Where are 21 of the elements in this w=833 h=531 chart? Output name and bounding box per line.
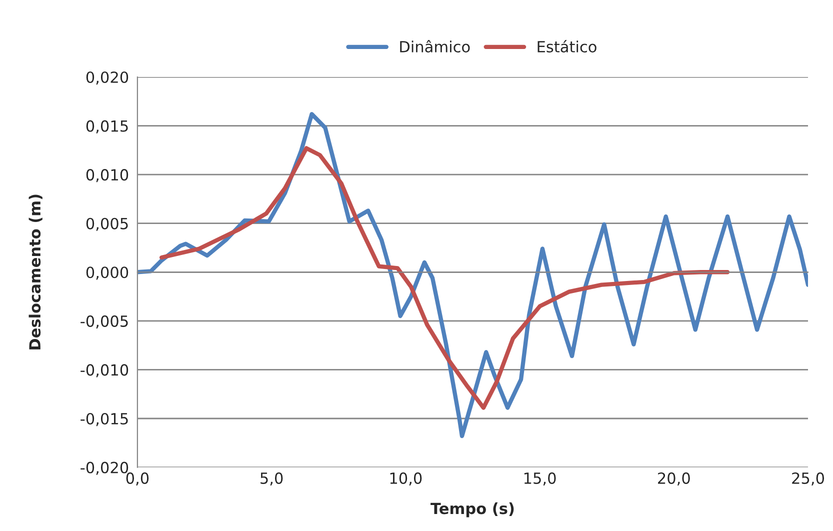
- x-tick-label: 5,0: [260, 472, 283, 486]
- legend-label: Estático: [538, 40, 596, 52]
- line-series: [160, 146, 730, 410]
- y-tick-label: -0,015: [80, 412, 128, 426]
- y-tick-label: 0,000: [86, 266, 128, 280]
- x-tick-label: 15,0: [524, 472, 556, 486]
- line-series: [137, 112, 808, 438]
- y-axis-title: Deslocamento (m): [28, 194, 42, 350]
- y-tick-label: 0,020: [86, 71, 128, 85]
- legend-label: Dinâmico: [400, 40, 470, 52]
- x-tick-label: 20,0: [658, 472, 690, 486]
- y-tick-label: -0,010: [80, 364, 128, 378]
- y-tick-label: -0,005: [80, 315, 128, 329]
- y-tick-label: -0,020: [80, 462, 128, 475]
- x-axis-title: Tempo (s): [430, 502, 514, 518]
- x-tick-label: 0,0: [126, 472, 149, 486]
- x-tick-label: 10,0: [390, 472, 422, 486]
- y-tick-label: 0,005: [86, 218, 128, 231]
- y-tick-label: 0,010: [86, 169, 128, 182]
- y-tick-label: 0,015: [86, 120, 128, 134]
- x-tick-label: 25,0: [792, 472, 824, 486]
